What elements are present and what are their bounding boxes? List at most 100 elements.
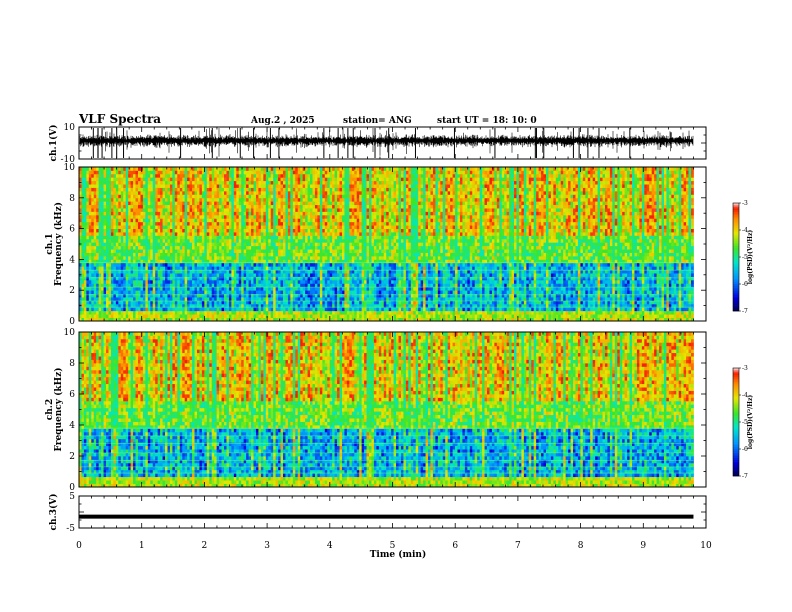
- ch1-spectrogram-cell: [314, 266, 318, 271]
- ch1-spectrogram-cell: [228, 242, 232, 247]
- ch1-spectrogram-cell: [337, 211, 340, 216]
- ch1-spectrogram-cell: [79, 314, 82, 318]
- ch1-spectrogram-cell: [130, 187, 134, 192]
- ch1-spectrogram-cell: [106, 211, 109, 216]
- ch1-spectrogram-cell: [128, 259, 132, 264]
- ch1-spectrogram-cell: [236, 255, 240, 260]
- ch1-spectrogram-cell: [285, 255, 289, 260]
- ch1-spectrogram-cell: [137, 238, 141, 243]
- ch1-spectrogram-cell: [81, 290, 85, 295]
- ch1-spectrogram-cell: [201, 235, 205, 240]
- ch1-spectrogram-cell: [93, 310, 97, 315]
- ch1-spectrogram-cell: [150, 197, 154, 202]
- ch1-spectrogram-cell: [196, 197, 200, 202]
- ch1-spectrogram-cell: [135, 187, 139, 192]
- ch1-spectrogram-cell: [258, 317, 262, 322]
- ch1-spectrogram-cell: [123, 190, 127, 195]
- ch1-spectrogram-cell: [177, 208, 181, 212]
- ch1-spectrogram-cell: [147, 242, 151, 247]
- ch1-spectrogram-cell: [157, 177, 161, 182]
- station-label: station= ANG: [343, 116, 412, 126]
- ch1-spectrogram-cell: [216, 293, 220, 298]
- ch1-spectrogram-cell: [174, 303, 178, 308]
- ch1-spectrogram-cell: [219, 187, 222, 192]
- ch1-spectrogram-cell: [167, 283, 171, 288]
- ch1-spectrogram-cell: [125, 173, 129, 178]
- ch1-spectrogram-cell: [98, 190, 102, 195]
- ch1-spectrogram-cell: [106, 249, 109, 253]
- ch1-spectrogram-cell: [150, 208, 154, 212]
- ch1-spectrogram-cell: [332, 286, 336, 291]
- ch1-spectrogram-cell: [307, 194, 311, 199]
- ch1-spectrogram-cell: [324, 221, 328, 226]
- ch1-spectrogram-cell: [265, 249, 269, 253]
- ch1-spectrogram-cell: [295, 317, 299, 322]
- ch1-spectrogram-cell: [334, 290, 338, 295]
- ch1-spectrogram-cell: [79, 259, 82, 264]
- ch1-spectrogram-cell: [93, 266, 97, 271]
- ch1-spectrogram-cell: [332, 201, 336, 206]
- ch1-spectrogram-cell: [115, 208, 119, 212]
- ch1-spectrogram-cell: [201, 266, 205, 271]
- ch1-spectrogram-cell: [160, 235, 163, 240]
- ch1-spectrogram-cell: [287, 279, 291, 284]
- ch1-spectrogram-cell: [113, 197, 117, 202]
- ch1-spectrogram-cell: [150, 307, 154, 312]
- ch1-spectrogram-cell: [339, 262, 343, 267]
- ch1-spectrogram-cell: [93, 293, 97, 298]
- ch1-spectrogram-cell: [243, 225, 247, 229]
- ch1-spectrogram-cell: [280, 314, 284, 318]
- ch1-spectrogram-cell: [88, 279, 92, 284]
- ch1-spectrogram-cell: [219, 310, 222, 315]
- ch1-spectrogram-cell: [96, 303, 100, 308]
- ch1-spectrogram-cell: [260, 290, 264, 295]
- ch1-spectrogram-cell: [287, 269, 291, 274]
- ch1-spectrogram-cell: [209, 201, 213, 206]
- ch1-spectrogram-cell: [93, 297, 97, 301]
- ch1-spectrogram-cell: [177, 255, 181, 260]
- ch1-spectrogram-cell: [115, 262, 119, 267]
- ch1-spectrogram-cell: [110, 194, 114, 199]
- ch1-spectrogram-cell: [290, 314, 294, 318]
- ch1-spectrogram-cell: [182, 211, 186, 216]
- ch1-spectrogram-cell: [108, 173, 112, 178]
- ch1-spectrogram-cell: [86, 255, 90, 260]
- ch1-spectrogram-cell: [165, 238, 168, 243]
- ch1-spectrogram-cell: [108, 197, 112, 202]
- ch1-spectrogram-cell: [253, 225, 257, 229]
- ch1-spectrogram-cell: [341, 300, 345, 305]
- ch1-spectrogram-cell: [332, 214, 336, 219]
- ch1-spectrogram-cell: [206, 194, 210, 199]
- ch1-spectrogram-cell: [302, 167, 306, 171]
- ch1-spectrogram-cell: [106, 307, 109, 312]
- ch1-spectrogram-cell: [142, 255, 146, 260]
- ch1-spectrogram-cell: [187, 255, 190, 260]
- ch1-spectrogram-cell: [118, 201, 122, 206]
- ch1-spectrogram-cell: [194, 314, 198, 318]
- ch1-spectrogram-cell: [332, 314, 336, 318]
- ch1-spectrogram-cell: [152, 194, 156, 199]
- ch1-spectrogram-cell: [314, 221, 318, 226]
- ch1-spectrogram-cell: [329, 242, 333, 247]
- ch1-spectrogram-cell: [248, 259, 252, 264]
- ch1-spectrogram-cell: [290, 180, 294, 185]
- ch1-spectrogram-cell: [88, 252, 92, 257]
- ch1-spectrogram-cell: [302, 259, 306, 264]
- ch1-spectrogram-cell: [137, 279, 141, 284]
- ch1-spectrogram-cell: [327, 204, 331, 209]
- ch1-spectrogram-cell: [128, 307, 132, 312]
- ch1-spectrogram-cell: [317, 249, 321, 253]
- ch1-spectrogram-cell: [93, 249, 97, 253]
- ch1-spectrogram-cell: [142, 303, 146, 308]
- ch1-spectrogram-cell: [98, 262, 102, 267]
- ch1-spectrogram-cell: [233, 167, 237, 171]
- ch1-spectrogram-cell: [137, 245, 141, 250]
- ch1-spectrogram-cell: [103, 180, 107, 185]
- ch1-spectrogram-cell: [79, 300, 82, 305]
- ch1-spectrogram-cell: [278, 190, 281, 195]
- ch1-spectrogram-cell: [165, 310, 168, 315]
- ch1-spectrogram-cell: [278, 255, 281, 260]
- ch1-spectrogram-cell: [201, 221, 205, 226]
- ch1-spectrogram-cell: [334, 269, 338, 274]
- ch1-spectrogram-cell: [88, 249, 92, 253]
